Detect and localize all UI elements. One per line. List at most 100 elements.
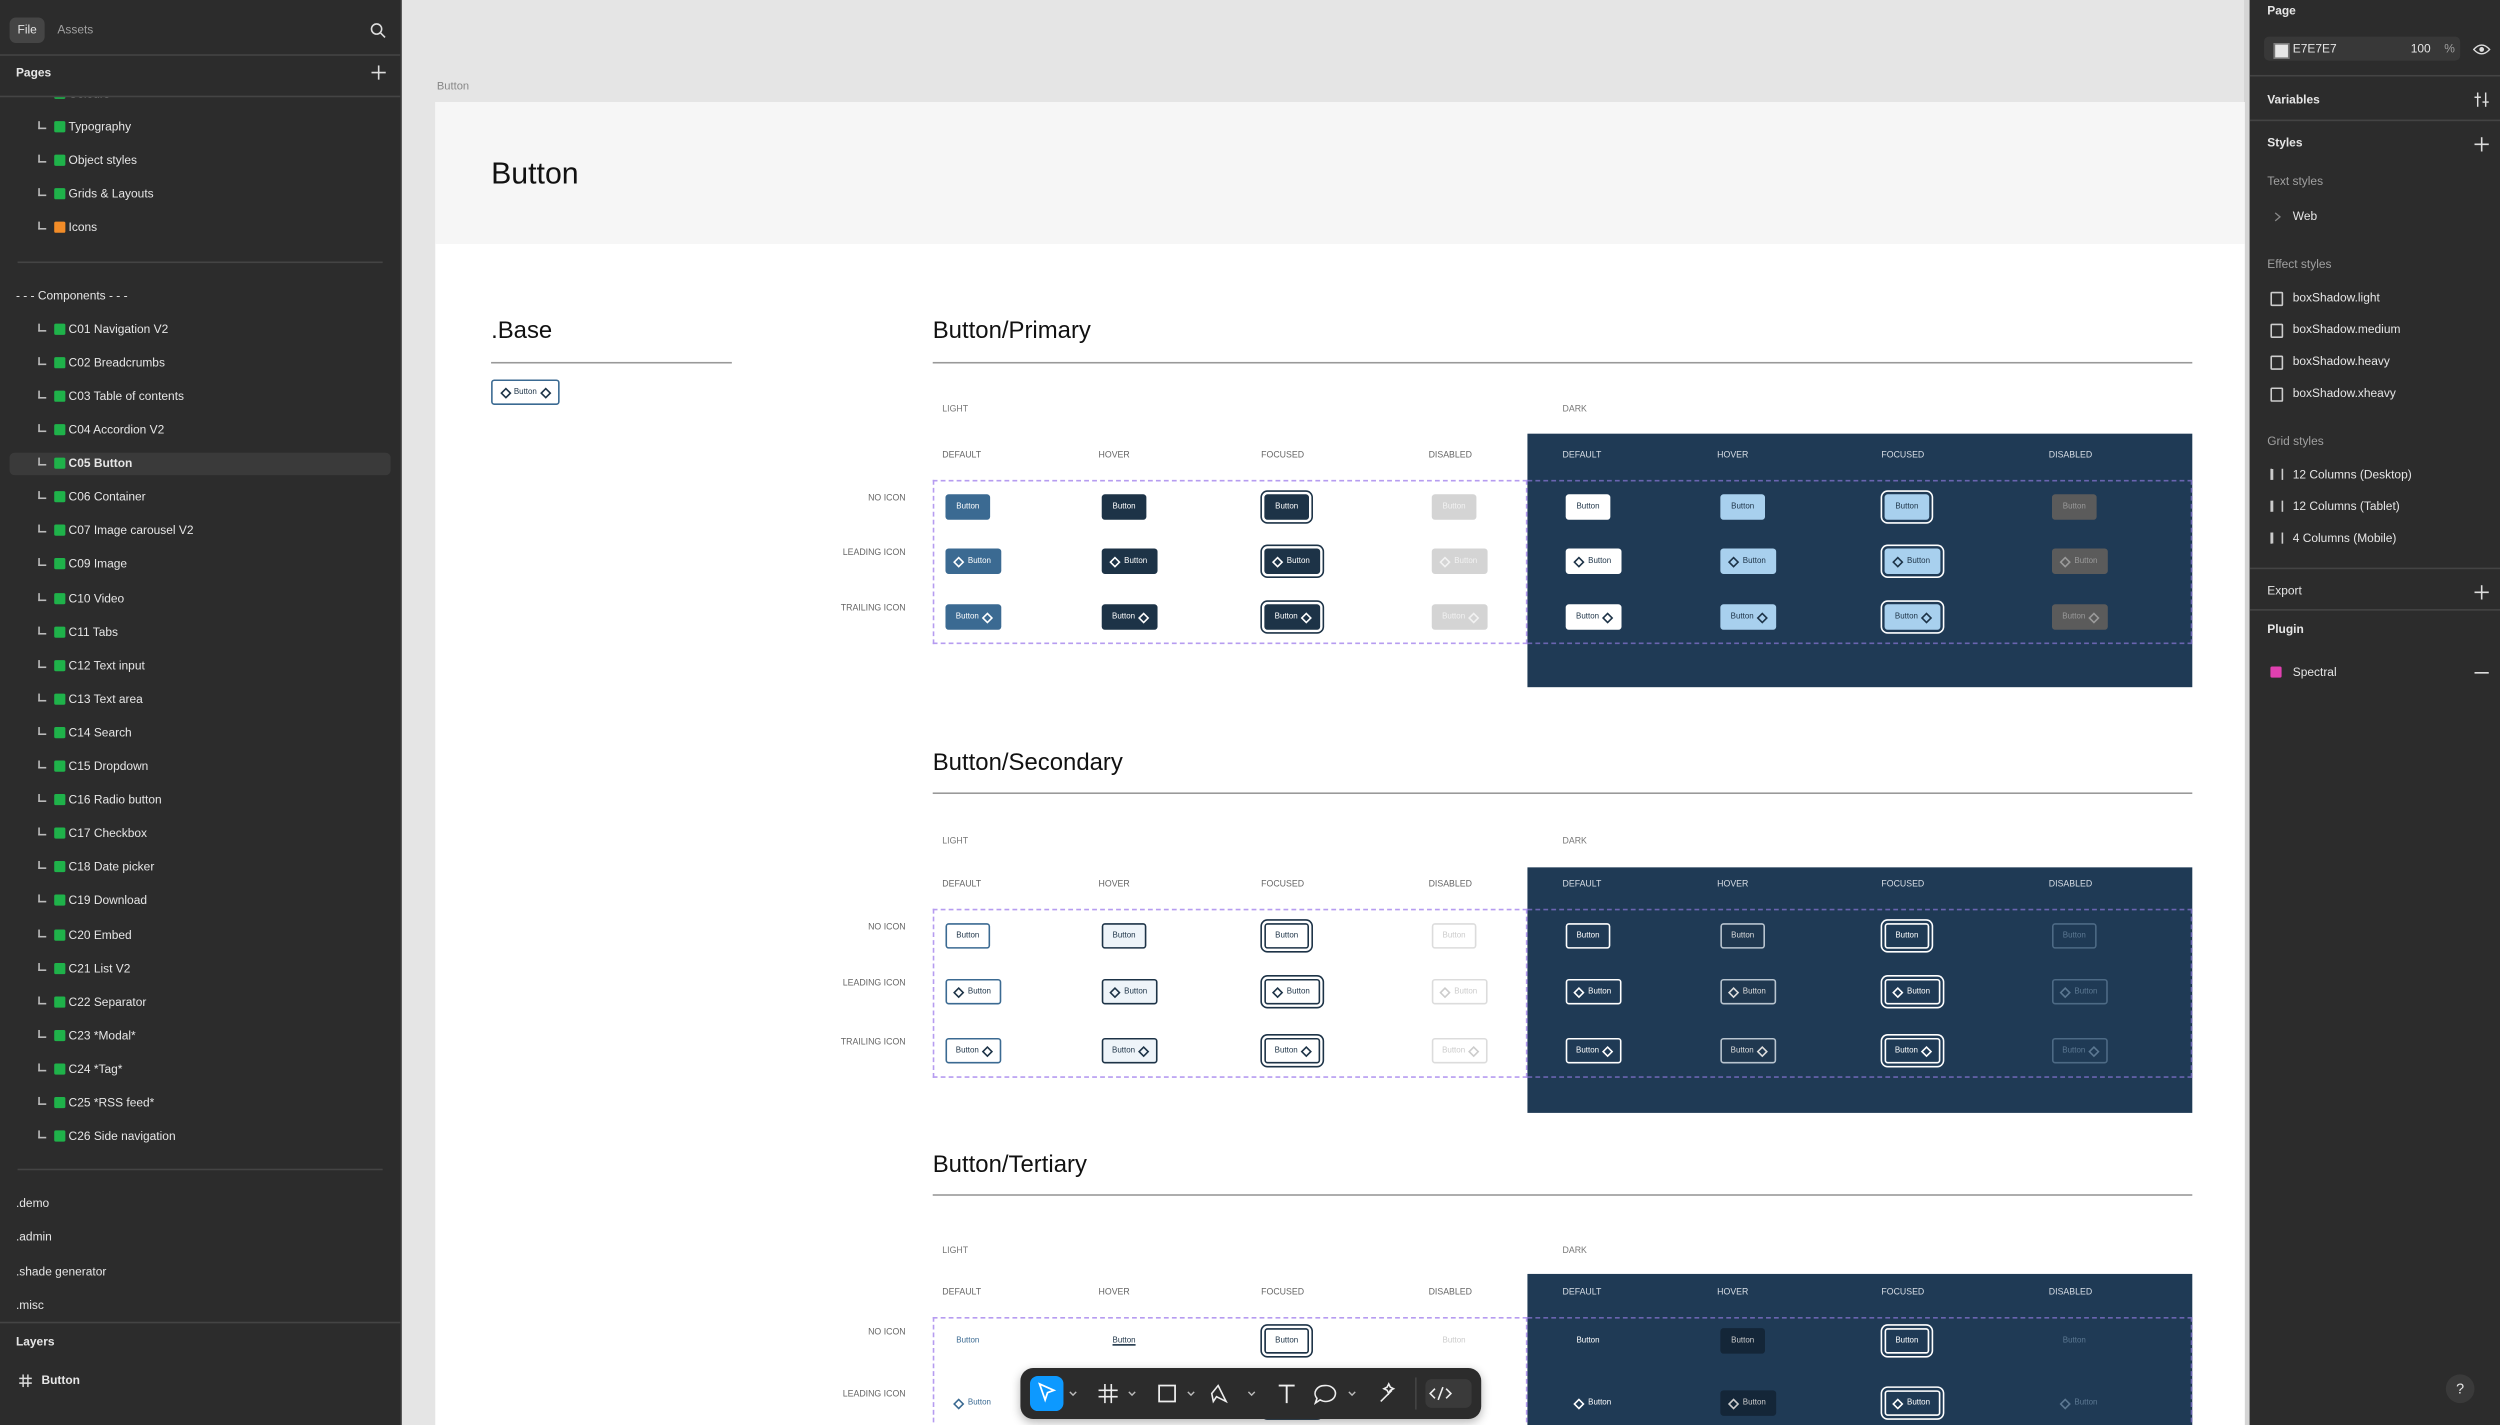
button[interactable]: Button	[1101, 548, 1158, 574]
button[interactable]: Button	[2051, 1037, 2108, 1064]
button[interactable]: Button	[1431, 1037, 1488, 1064]
page-item[interactable]: C21 List V2	[68, 960, 131, 976]
button[interactable]: Button	[945, 923, 991, 949]
button[interactable]: Button	[1884, 604, 1941, 630]
page-item[interactable]: C12 Text input	[68, 657, 145, 673]
button[interactable]: Button	[1431, 923, 1477, 949]
page-item[interactable]: .admin	[15, 1229, 52, 1245]
style-item[interactable]: 4 Columns (Mobile)	[2292, 530, 2397, 546]
button[interactable]: Button	[1565, 494, 1611, 520]
button[interactable]: Button	[945, 1037, 1002, 1064]
button[interactable]: Button	[1884, 1037, 1941, 1064]
help-label[interactable]: ?	[2456, 1380, 2465, 1397]
style-item[interactable]: boxShadow.heavy	[2292, 353, 2390, 369]
button[interactable]: Button	[1264, 923, 1310, 949]
page-item[interactable]: C13 Text area	[68, 691, 143, 706]
button[interactable]: Button	[1720, 1037, 1777, 1064]
page-item[interactable]: C04 Accordion V2	[68, 422, 165, 437]
button[interactable]: Button	[1264, 604, 1321, 630]
button[interactable]: Button	[1884, 548, 1941, 574]
color-hex[interactable]: E7E7E7	[2292, 41, 2337, 56]
button[interactable]: Button	[2051, 494, 2097, 520]
button[interactable]: Button	[1884, 494, 1930, 520]
page-item[interactable]: C11 Tabs	[68, 624, 118, 639]
button[interactable]: Button	[1720, 548, 1777, 574]
page-item[interactable]: .misc	[15, 1297, 44, 1312]
button[interactable]: Button	[2051, 604, 2108, 630]
button[interactable]: Button	[1720, 1328, 1766, 1354]
tab[interactable]: File	[17, 22, 37, 37]
tab[interactable]: Assets	[57, 22, 94, 37]
button[interactable]: Button	[1720, 978, 1777, 1005]
button[interactable]: Button	[945, 548, 1002, 574]
style-item[interactable]: 12 Columns (Tablet)	[2292, 499, 2400, 514]
button[interactable]: Button	[1101, 494, 1147, 520]
page-item[interactable]: C22 Separator	[68, 994, 147, 1009]
button[interactable]: Button	[945, 1390, 1001, 1416]
page-item[interactable]: Typography	[68, 119, 132, 135]
button[interactable]: Button	[1431, 494, 1477, 520]
page-item[interactable]: Grids & Layouts	[68, 187, 154, 202]
button[interactable]: Button	[1884, 923, 1930, 949]
style-item[interactable]: 12 Columns (Desktop)	[2292, 467, 2412, 482]
opacity[interactable]: 100	[2410, 41, 2431, 56]
help-button[interactable]	[2445, 1374, 2475, 1404]
add-page[interactable]	[371, 65, 386, 80]
page-item[interactable]: C02 Breadcrumbs	[68, 355, 165, 370]
button[interactable]: Button	[1720, 1390, 1777, 1416]
button[interactable]: Button	[1264, 1037, 1321, 1064]
remove-plugin[interactable]	[2474, 671, 2489, 674]
page-item[interactable]: C19 Download	[68, 893, 148, 908]
style-item[interactable]: boxShadow.medium	[2292, 322, 2401, 337]
button[interactable]: Button	[945, 604, 1002, 630]
button[interactable]: Button	[1101, 1037, 1158, 1064]
button[interactable]: Button	[1101, 923, 1147, 949]
button[interactable]: Button	[1264, 548, 1321, 574]
page-item[interactable]: Colours	[69, 97, 110, 102]
button[interactable]: Button	[1884, 1328, 1930, 1354]
button[interactable]: Button	[2051, 923, 2097, 949]
button[interactable]: Button	[1432, 1328, 1477, 1354]
page-item[interactable]: C23 *Modal*	[68, 1028, 136, 1043]
button[interactable]: Button	[1720, 923, 1766, 949]
button[interactable]: Button	[1566, 1390, 1622, 1416]
button[interactable]: Button	[1884, 1390, 1941, 1416]
page-item[interactable]: C07 Image carousel V2	[68, 523, 194, 538]
button[interactable]: Button	[945, 978, 1002, 1005]
button[interactable]: Button	[2051, 548, 2108, 574]
page-item[interactable]: C16 Radio button	[68, 792, 162, 807]
page-item[interactable]: Object styles	[68, 153, 138, 168]
button[interactable]: Button	[1565, 1037, 1622, 1064]
add-style[interactable]	[2474, 137, 2489, 152]
button[interactable]: Button	[1101, 978, 1158, 1005]
page-item[interactable]: C05 Button	[68, 456, 133, 471]
style-item[interactable]: boxShadow.xheavy	[2292, 385, 2396, 401]
button[interactable]: Button	[1565, 923, 1611, 949]
button[interactable]: Button	[491, 379, 560, 405]
button[interactable]: Button	[945, 494, 991, 520]
page-item[interactable]: C03 Table of contents	[68, 388, 185, 404]
button[interactable]: Button	[1264, 1328, 1310, 1354]
page-item[interactable]: C26 Side navigation	[68, 1128, 176, 1144]
button[interactable]: Button	[1720, 604, 1777, 630]
page-item[interactable]: C18 Date picker	[68, 859, 155, 875]
button[interactable]: Button	[2051, 978, 2108, 1005]
page-item[interactable]: C17 Checkbox	[68, 826, 148, 841]
button[interactable]: Button	[2052, 1328, 2097, 1354]
button[interactable]: Button	[1264, 494, 1310, 520]
button[interactable]: Button	[1565, 978, 1622, 1005]
button[interactable]: Button	[1565, 548, 1622, 574]
search-icon[interactable]	[370, 22, 386, 39]
button[interactable]: Button	[1264, 978, 1321, 1005]
page-item[interactable]: .demo	[15, 1196, 50, 1211]
button[interactable]: Button	[1431, 548, 1488, 574]
page-item[interactable]: C24 *Tag*	[68, 1061, 123, 1077]
add-export[interactable]	[2474, 585, 2489, 600]
page-item[interactable]: C10 Video	[68, 590, 125, 606]
button[interactable]: Button	[1431, 978, 1488, 1005]
style-item[interactable]: Web	[2292, 208, 2318, 224]
button[interactable]: Button	[1431, 604, 1488, 630]
visibility-icon[interactable]	[2472, 43, 2491, 56]
page-item[interactable]: C09 Image	[68, 557, 128, 572]
page-item[interactable]: C06 Container	[68, 489, 146, 505]
